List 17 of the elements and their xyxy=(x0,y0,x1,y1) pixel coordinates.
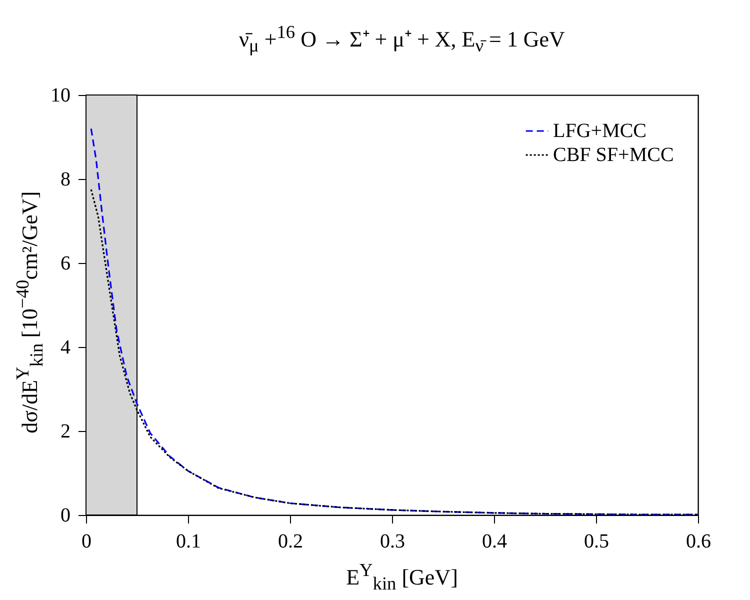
x-tick-label: 0.4 xyxy=(482,530,507,552)
x-tick-label: 0 xyxy=(82,530,92,552)
x-tick-label: 0.3 xyxy=(380,530,405,552)
y-tick-label: 0 xyxy=(60,504,70,526)
x-tick-label: 0.5 xyxy=(584,530,609,552)
x-tick-label: 0.6 xyxy=(686,530,711,552)
legend-label: LFG+MCC xyxy=(553,120,647,142)
y-tick-label: 4 xyxy=(60,336,70,358)
y-tick-label: 10 xyxy=(50,84,70,106)
y-tick-label: 8 xyxy=(60,168,70,190)
x-tick-label: 0.1 xyxy=(176,530,201,552)
y-tick-label: 2 xyxy=(60,420,70,442)
x-tick-label: 0.2 xyxy=(278,530,303,552)
legend-label: CBF SF+MCC xyxy=(553,144,674,166)
y-tick-label: 6 xyxy=(60,252,70,274)
chart-title: ν̄$_{μ}$ +$^{16}$ O → Σ⁺ + μ⁺ + X, E$_{ν̄}$ = 1 GeV xyxy=(238,22,566,57)
x-axis-title: E$^{Y}$$_{kin}$ [GeV] xyxy=(345,560,459,595)
